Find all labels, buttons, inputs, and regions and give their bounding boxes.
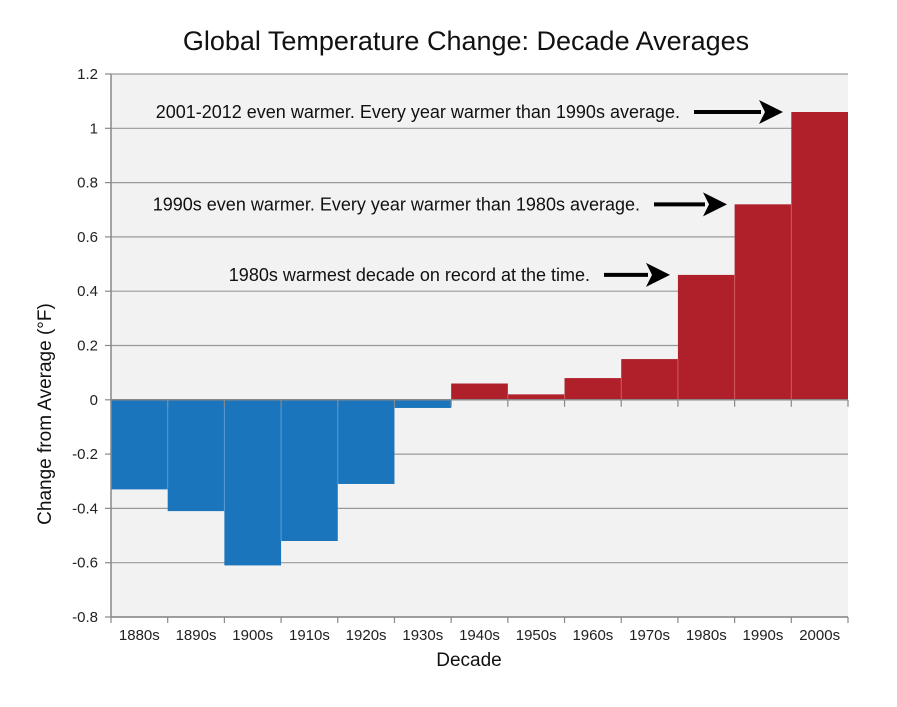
y-tick-label: -0.2 [72,446,98,463]
bar-1950s [507,394,565,400]
bar-1980s [677,274,735,400]
bar-1900s [224,399,282,566]
y-tick-label: 1 [90,120,98,137]
bar-1970s [621,359,678,400]
y-tick-label: -0.8 [72,609,98,626]
y-tick-label: 0.6 [77,229,98,246]
y-tick-label: 0.4 [77,283,98,300]
annotation-arrow-icon [759,100,783,125]
y-axis-label: Change from Average (°F) [35,303,56,525]
y-tick-label: 1.2 [77,66,98,83]
bar-1990s [734,204,792,400]
bars [111,112,848,566]
annotation-text: 1980s warmest decade on record at the ti… [229,265,590,285]
bar-1910s [281,399,338,541]
x-tick-label: 1950s [516,627,557,644]
chart-title: Global Temperature Change: Decade Averag… [183,26,749,56]
bar-1930s [394,399,452,408]
x-tick-label: 1940s [459,627,500,644]
y-tick-label: -0.6 [72,555,98,572]
x-tick-labels: 1880s 1890s 1900s 1910s 1920s 1930s 1940s 1950s… [119,627,840,644]
bar-1940s [451,383,508,400]
x-tick-label: 1990s [743,627,784,644]
x-tick-label: 2000s [799,627,840,644]
annotation-arrow-icon [703,192,727,217]
x-tick-label: 1920s [346,627,387,644]
y-tick-labels: 1.2 1 0.8 0.6 0.4 0.2 0 -0.2 -0.4 -0.6 -0.8 [72,66,98,626]
x-tick-label: 1980s [686,627,727,644]
bar-1880s [111,399,168,490]
bar-1960s [564,378,622,400]
x-tick-label: 1960s [572,627,613,644]
x-tick-label: 1900s [232,627,273,644]
x-tick-label: 1970s [629,627,670,644]
x-axis-label: Decade [436,650,502,671]
annotation-text: 1990s even warmer. Every year warmer tha… [153,194,640,214]
y-tick-label: 0.8 [77,175,98,192]
x-tick-label: 1890s [176,627,217,644]
x-tick-label: 1930s [402,627,443,644]
bar-2000s [791,112,848,400]
bar-1890s [167,399,225,512]
axes [105,73,849,623]
bar-1920s [337,399,395,484]
y-tick-label: 0.2 [77,338,98,355]
annotation-text: 2001-2012 even warmer. Every year warmer… [156,102,680,122]
y-tick-label: -0.4 [72,500,98,517]
annotation-arrow-icon [646,262,670,287]
y-tick-label: 0 [90,392,98,409]
x-tick-label: 1880s [119,627,160,644]
x-tick-label: 1910s [289,627,330,644]
annotations: 2001-2012 even warmer. Every year warmer… [153,100,783,287]
